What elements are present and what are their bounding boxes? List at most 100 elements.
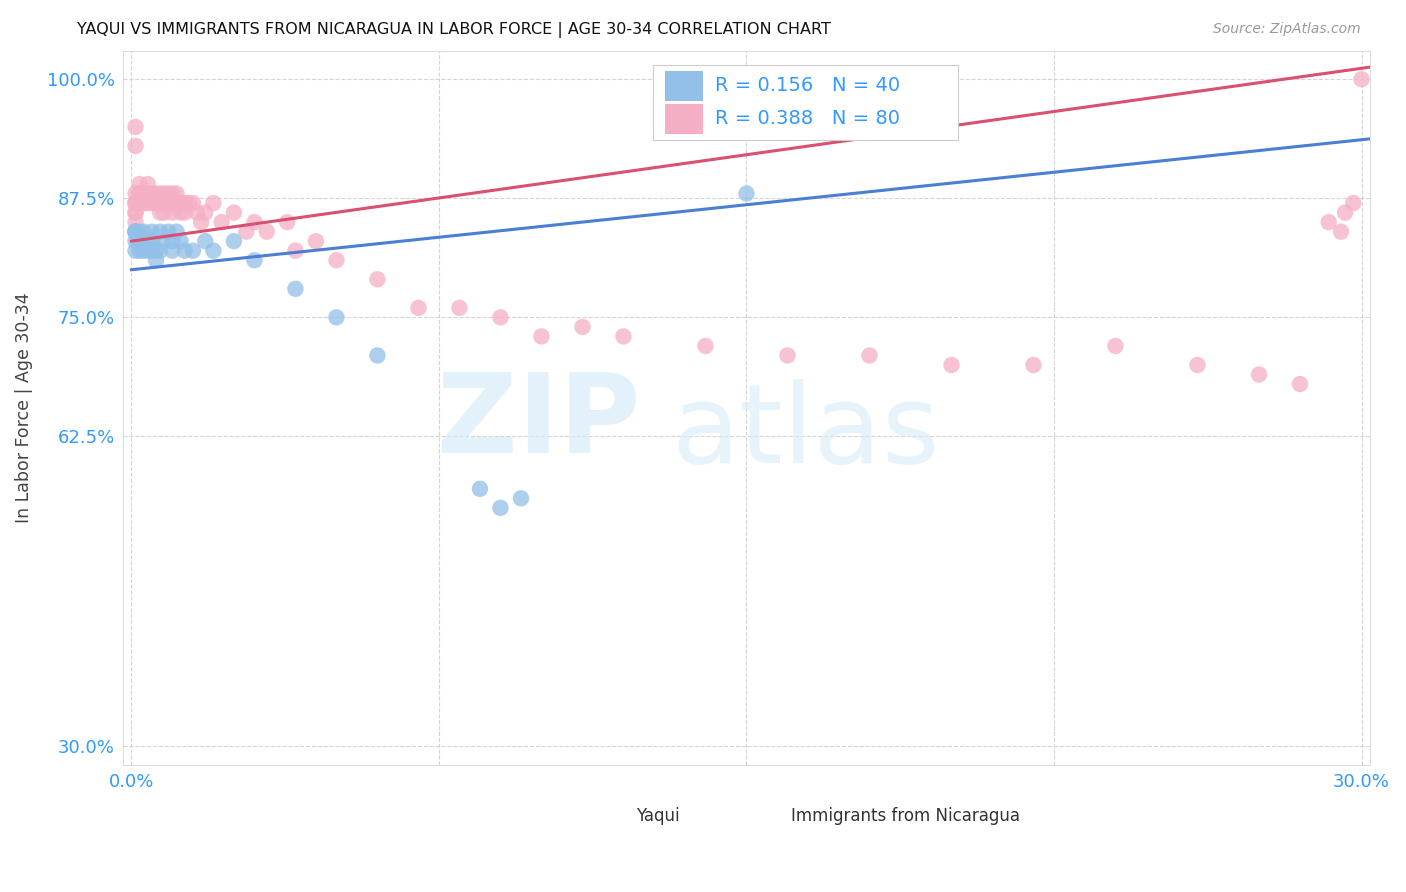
Point (186, 205, 208, 219)
Point (510, 491, 533, 506)
Point (1247, 368, 1270, 382)
Point (162, 244, 184, 258)
Point (124, 244, 146, 258)
Point (735, 186, 758, 201)
FancyBboxPatch shape (665, 71, 703, 101)
Point (141, 186, 163, 201)
Point (489, 310, 512, 325)
Point (162, 234, 184, 248)
Point (222, 205, 245, 219)
Point (157, 225, 180, 239)
Point (776, 349, 799, 363)
Point (190, 215, 212, 229)
Point (202, 244, 225, 258)
Point (284, 244, 307, 258)
Text: Source: ZipAtlas.com: Source: ZipAtlas.com (1213, 22, 1361, 37)
Point (128, 225, 150, 239)
Point (132, 244, 155, 258)
Point (166, 225, 188, 239)
Point (124, 205, 146, 219)
Point (149, 196, 172, 211)
Point (128, 177, 150, 191)
FancyBboxPatch shape (652, 65, 959, 140)
Point (124, 225, 146, 239)
Point (1104, 339, 1126, 353)
Point (173, 205, 195, 219)
Point (181, 196, 204, 211)
Point (132, 225, 155, 239)
Point (256, 225, 278, 239)
Text: R = 0.156   N = 40: R = 0.156 N = 40 (716, 77, 900, 95)
Point (157, 186, 180, 201)
Point (145, 253, 167, 268)
Point (571, 319, 593, 334)
Point (136, 196, 159, 211)
FancyBboxPatch shape (747, 804, 779, 829)
Point (325, 310, 347, 325)
Point (124, 196, 146, 211)
Point (169, 196, 191, 211)
Point (449, 301, 471, 315)
Point (153, 205, 176, 219)
Point (284, 282, 307, 296)
Point (132, 186, 155, 201)
Point (612, 329, 634, 343)
Point (173, 244, 195, 258)
Point (132, 196, 155, 211)
Point (468, 482, 491, 496)
Point (1289, 377, 1312, 392)
Point (149, 196, 172, 211)
Point (124, 234, 146, 248)
Point (243, 253, 266, 268)
Point (695, 339, 717, 353)
Y-axis label: In Labor Force | Age 30-34: In Labor Force | Age 30-34 (15, 293, 32, 524)
Point (124, 139, 146, 153)
Point (136, 244, 159, 258)
Point (211, 215, 233, 229)
Point (243, 215, 266, 229)
FancyBboxPatch shape (591, 804, 623, 829)
Point (366, 272, 388, 286)
Point (222, 234, 245, 248)
Point (124, 196, 146, 211)
Point (1317, 215, 1340, 229)
Point (124, 225, 146, 239)
Text: Immigrants from Nicaragua: Immigrants from Nicaragua (792, 807, 1021, 825)
Point (166, 186, 188, 201)
Point (235, 225, 257, 239)
Point (162, 196, 184, 211)
Point (489, 500, 512, 515)
FancyBboxPatch shape (665, 104, 703, 134)
Point (166, 196, 188, 211)
Point (124, 225, 146, 239)
Point (128, 244, 150, 258)
Point (1187, 358, 1209, 372)
Point (1350, 72, 1372, 87)
Point (136, 234, 159, 248)
Point (132, 196, 155, 211)
Point (530, 329, 553, 343)
Text: R = 0.388   N = 80: R = 0.388 N = 80 (716, 110, 900, 128)
Point (202, 196, 225, 211)
Text: Yaqui: Yaqui (636, 807, 679, 825)
Point (305, 234, 328, 248)
Point (136, 186, 159, 201)
Point (141, 234, 163, 248)
Point (145, 196, 167, 211)
Point (153, 234, 176, 248)
Text: atlas: atlas (672, 379, 941, 486)
Point (1343, 196, 1365, 211)
Point (124, 225, 146, 239)
Point (149, 205, 172, 219)
Point (136, 177, 159, 191)
Point (169, 234, 191, 248)
Point (149, 186, 172, 201)
Point (157, 196, 180, 211)
Point (145, 196, 167, 211)
Point (276, 215, 298, 229)
Point (1334, 205, 1357, 219)
Point (145, 244, 167, 258)
Point (124, 120, 146, 134)
Point (194, 234, 217, 248)
Point (194, 205, 217, 219)
